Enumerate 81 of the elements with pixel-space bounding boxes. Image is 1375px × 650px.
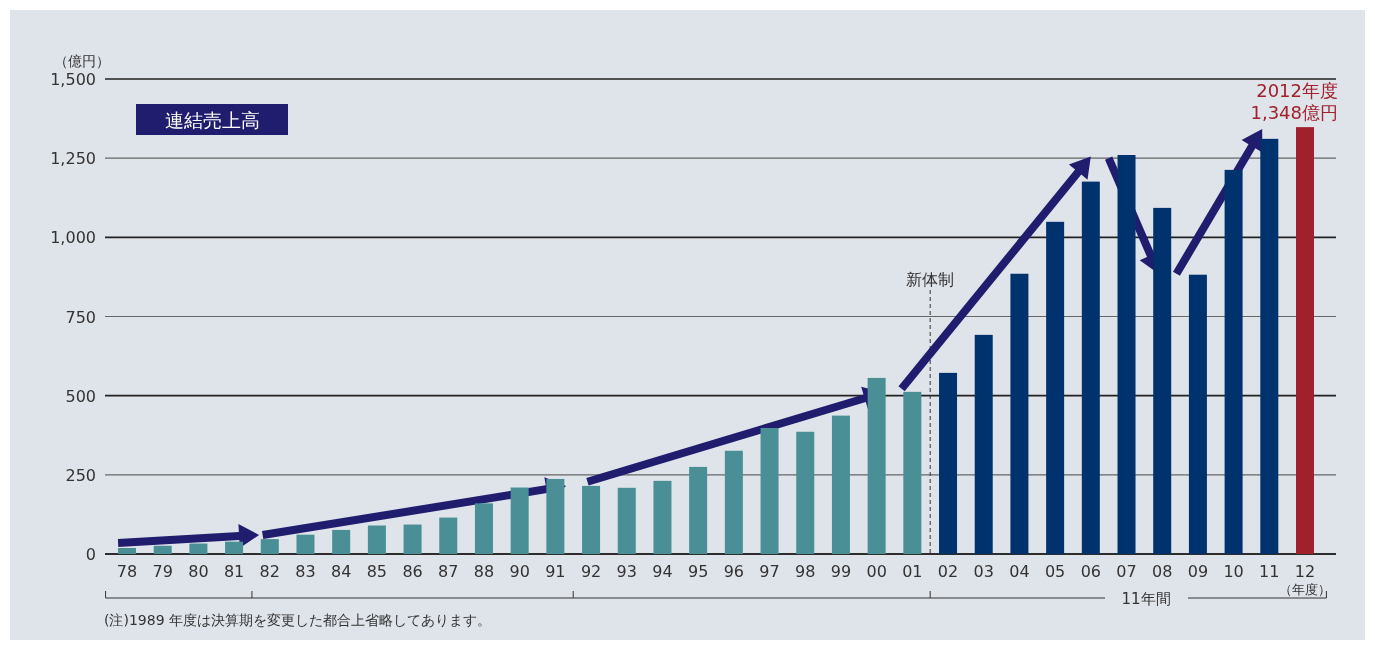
bar — [974, 334, 993, 554]
x-tick-label: 00 — [866, 562, 887, 581]
x-tick-label: 12 — [1294, 562, 1316, 581]
y-tick-label: 0 — [85, 545, 96, 564]
x-tick-label: 81 — [223, 562, 245, 581]
text: 11年間 — [1121, 590, 1171, 608]
x-tick-label: 84 — [331, 562, 352, 581]
x-tick-label: 11 — [1259, 562, 1280, 581]
bar — [903, 391, 922, 554]
x-tick-label: 93 — [616, 562, 637, 581]
bar — [617, 487, 636, 554]
bar — [689, 466, 708, 554]
x-tick-label: 94 — [652, 562, 673, 581]
bar — [653, 480, 672, 554]
y-tick-label: 1,250 — [50, 149, 96, 169]
bar — [831, 415, 850, 554]
x-tick-label: 78 — [116, 562, 138, 581]
x-tick-label: 97 — [759, 562, 780, 581]
y-axis-title: （億円） — [54, 53, 110, 69]
bar — [153, 545, 172, 554]
bar — [1224, 169, 1243, 554]
x-tick-label: 96 — [723, 562, 745, 581]
bar — [367, 525, 386, 554]
bar — [403, 524, 422, 554]
bar — [189, 543, 208, 554]
y-tick-label: 1,000 — [50, 228, 96, 248]
bar — [867, 377, 886, 554]
bar — [1153, 207, 1172, 554]
bar — [1296, 127, 1314, 554]
x-tick-label: 08 — [1152, 562, 1173, 581]
bar — [1081, 181, 1100, 554]
bar — [546, 478, 565, 554]
text: (注)1989 年度は決算期を変更した都合上省略してあります。 — [104, 612, 492, 628]
x-tick-label: 99 — [830, 562, 852, 581]
text: 連結売上高 — [164, 109, 260, 131]
bar — [510, 487, 529, 554]
y-tick-label: 250 — [65, 465, 96, 485]
y-tick-label: 750 — [65, 307, 96, 327]
x-tick-label: 03 — [973, 562, 994, 581]
x-tick-label: 83 — [295, 562, 316, 581]
x-tick-label: 90 — [509, 562, 530, 581]
bar — [1188, 274, 1207, 554]
x-tick-label: 04 — [1009, 562, 1030, 581]
x-tick-label: 91 — [545, 562, 566, 581]
x-tick-label: 80 — [188, 562, 209, 581]
x-tick-label: 01 — [902, 562, 923, 581]
x-tick-label: 10 — [1223, 562, 1244, 581]
x-tick-label: 07 — [1116, 562, 1137, 581]
ref-line-label: 新体制 — [906, 270, 955, 289]
x-tick-label: 95 — [687, 562, 709, 581]
bar — [1010, 273, 1029, 554]
bar — [939, 372, 958, 554]
x-axis-title: （年度） — [1279, 582, 1331, 597]
x-tick-label: 86 — [402, 562, 423, 581]
bar — [724, 450, 743, 554]
bar — [760, 427, 779, 554]
bar — [332, 529, 351, 554]
y-tick-label: 1,500 — [50, 70, 96, 89]
bar — [474, 503, 493, 554]
bar — [260, 539, 279, 554]
x-tick-label: 05 — [1044, 562, 1066, 581]
x-tick-label: 82 — [259, 562, 280, 581]
y-tick-label: 500 — [65, 386, 96, 406]
x-tick-label: 88 — [473, 562, 495, 581]
x-tick-label: 98 — [795, 562, 816, 581]
bar — [582, 485, 601, 554]
bar — [1046, 221, 1065, 554]
x-tick-label: 02 — [937, 562, 959, 581]
x-tick-label: 87 — [438, 562, 459, 581]
bar — [225, 541, 244, 554]
x-tick-label: 09 — [1187, 562, 1209, 581]
bar — [118, 547, 136, 554]
data-label: 2012年度 1,348億円 — [1250, 80, 1338, 124]
bar — [796, 431, 815, 554]
x-tick-label: 85 — [366, 562, 388, 581]
x-tick-label: 06 — [1080, 562, 1101, 581]
x-tick-label: 79 — [152, 562, 173, 581]
bar — [1260, 138, 1279, 554]
bar — [439, 517, 458, 554]
x-tick-label: 92 — [580, 562, 602, 581]
bar — [296, 534, 315, 554]
